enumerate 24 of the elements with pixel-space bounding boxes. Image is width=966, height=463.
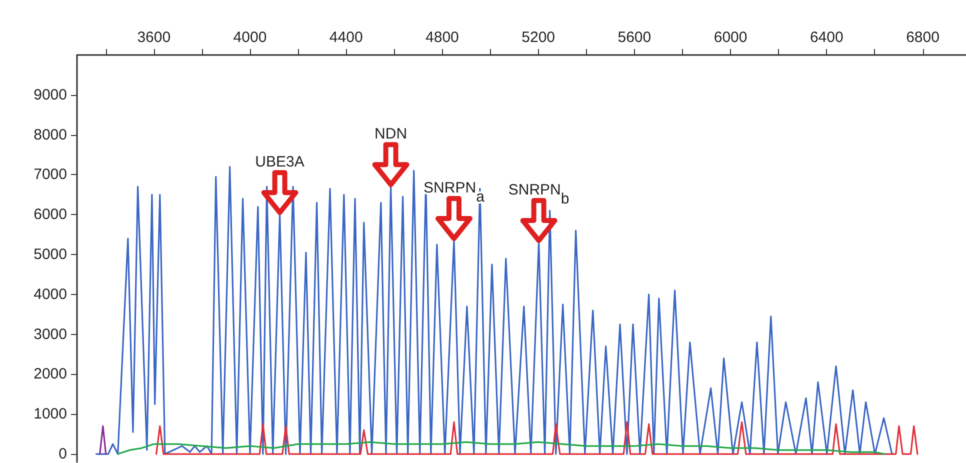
x-tick-label: 3600 [137,29,171,46]
y-tick-label: 5000 [34,246,67,264]
line-series [155,421,918,455]
line-series [95,166,893,455]
y-tick-label: 4000 [34,286,67,303]
x-tick-label: 5600 [618,29,652,46]
y-tick-label: 9000 [34,86,67,104]
y-tick-label: 6000 [34,206,67,224]
y-tick-label: 7000 [34,166,67,184]
x-tick-label: 6800 [906,29,940,46]
x-tick-label: 6400 [810,29,844,46]
y-tick-label: 8000 [34,126,67,144]
x-tick-label: 4000 [233,29,267,46]
y-tick-label: 0 [58,446,67,463]
x-tick-label: 4400 [329,29,363,46]
annotation: NDN [374,126,408,143]
y-tick-label: 2000 [34,366,67,383]
y-tick-label: 3000 [34,326,67,343]
y-tick-label: 1000 [34,406,67,423]
x-tick-label: 6000 [714,29,748,46]
annotation: UBE3A [255,154,304,171]
x-tick-label: 4800 [426,29,459,46]
line-series [117,441,886,455]
x-tick-label: 5200 [522,29,556,46]
